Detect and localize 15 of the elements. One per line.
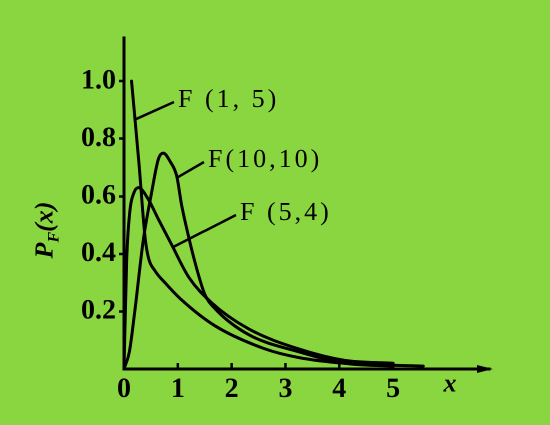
x-tick-label: 5 xyxy=(386,373,400,404)
x-tick-label: 0 xyxy=(117,373,131,404)
x-tick-label: 4 xyxy=(332,373,346,404)
legend-label: F(10,10) xyxy=(208,144,322,173)
legend-label: F (1, 5) xyxy=(178,84,280,113)
y-tick-label: 0.2 xyxy=(81,294,116,326)
x-tick-label: 1 xyxy=(170,373,185,404)
y-tick-label: 0.6 xyxy=(81,180,116,211)
legend-label: F (5,4) xyxy=(240,196,332,226)
x-axis-title: x xyxy=(442,368,456,398)
x-tick-label: 2 xyxy=(224,373,239,404)
x-tick-label: 3 xyxy=(278,373,292,404)
y-tick-label: 1.0 xyxy=(81,64,116,96)
y-tick-label: 0.8 xyxy=(81,122,116,153)
y-tick-label: 0.4 xyxy=(81,237,116,268)
